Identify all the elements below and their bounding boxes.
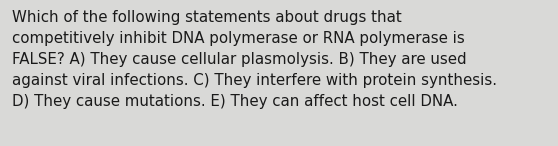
Text: Which of the following statements about drugs that
competitively inhibit DNA pol: Which of the following statements about … (12, 10, 497, 109)
